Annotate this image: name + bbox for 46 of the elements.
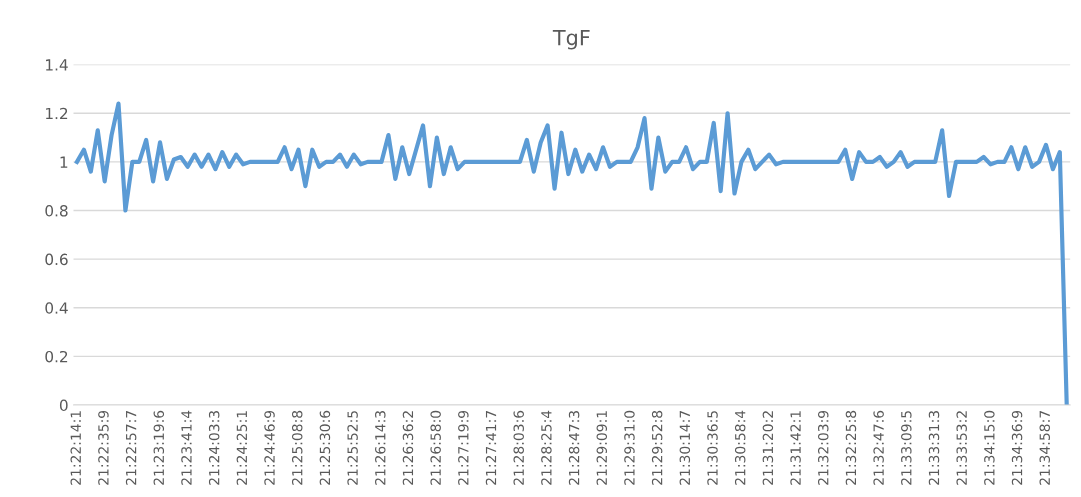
x-tick-label: 21:30:14:7 — [679, 411, 691, 485]
x-tick-label: 21:22:35:9 — [98, 410, 109, 485]
x-tick-label: 21:34:58:7 — [1039, 411, 1050, 485]
x-tick-label: 21:29:09:1 — [596, 411, 608, 485]
x-tick-label: 21:25:30:6 — [319, 410, 331, 485]
x-tick-label: 21:34:15:0 — [984, 410, 995, 485]
x-tick-label: 21:26:36:2 — [402, 411, 414, 485]
x-tick-label: 21:24:25:1 — [236, 411, 248, 485]
x-tick-label: 21:27:19:9 — [458, 410, 469, 485]
x-tick-label: 21:31:42:1 — [790, 411, 801, 485]
x-tick-label: 21:32:47:6 — [873, 410, 884, 485]
x-tick-label: 21:31:20:2 — [762, 411, 774, 485]
x-tick-label: 21:34:36:9 — [1011, 410, 1023, 485]
x-tick-label: 21:28:25:4 — [541, 410, 552, 485]
y-tick-label: 1.4 — [46, 59, 68, 71]
x-tick-label: 21:30:58:4 — [734, 410, 746, 485]
x-tick-label: 21:25:08:8 — [291, 410, 303, 485]
x-tick-label: 21:33:09:5 — [901, 411, 912, 485]
x-tick-label: 21:30:36:5 — [707, 411, 718, 485]
chart-title: TgF — [552, 29, 590, 50]
y-tick-label: 0.4 — [45, 302, 68, 314]
x-tick-label: 21:26:14:3 — [375, 411, 386, 485]
y-tick-label: 1.2 — [46, 107, 68, 120]
x-tick-label: 21:33:31:3 — [928, 411, 940, 485]
x-tick-label: 21:33:53:2 — [956, 411, 967, 485]
x-tick-label: 21:22:14:1 — [70, 411, 81, 485]
y-tick-label: 0.8 — [45, 204, 68, 217]
x-tick-label: 21:24:46:9 — [264, 410, 275, 485]
x-tick-label: 21:26:58:0 — [430, 410, 441, 485]
line-series — [74, 101, 1069, 406]
x-tick-label: 21:29:31:0 — [624, 410, 635, 485]
x-tick-label: 21:28:03:6 — [513, 410, 524, 485]
x-tick-label: 21:25:52:5 — [347, 411, 358, 485]
x-tick-label: 21:32:03:9 — [818, 410, 829, 485]
x-tick-label: 21:28:47:3 — [568, 411, 580, 485]
y-tick-label: 1 — [60, 156, 68, 168]
x-tick-label: 21:32:25:8 — [845, 410, 857, 485]
y-tick-label: 0 — [59, 399, 68, 412]
x-tick-label: 21:29:52:8 — [651, 410, 663, 485]
x-tick-label: 21:22:57:7 — [125, 411, 137, 485]
x-tick-label: 21:27:41:7 — [485, 411, 497, 485]
x-tick-label: 21:23:19:6 — [153, 410, 165, 485]
y-tick-label: 0.2 — [45, 350, 68, 363]
x-tick-label: 21:23:41:4 — [181, 410, 192, 485]
y-tick-label: 0.6 — [45, 253, 68, 266]
x-tick-label: 21:24:03:3 — [208, 411, 220, 485]
